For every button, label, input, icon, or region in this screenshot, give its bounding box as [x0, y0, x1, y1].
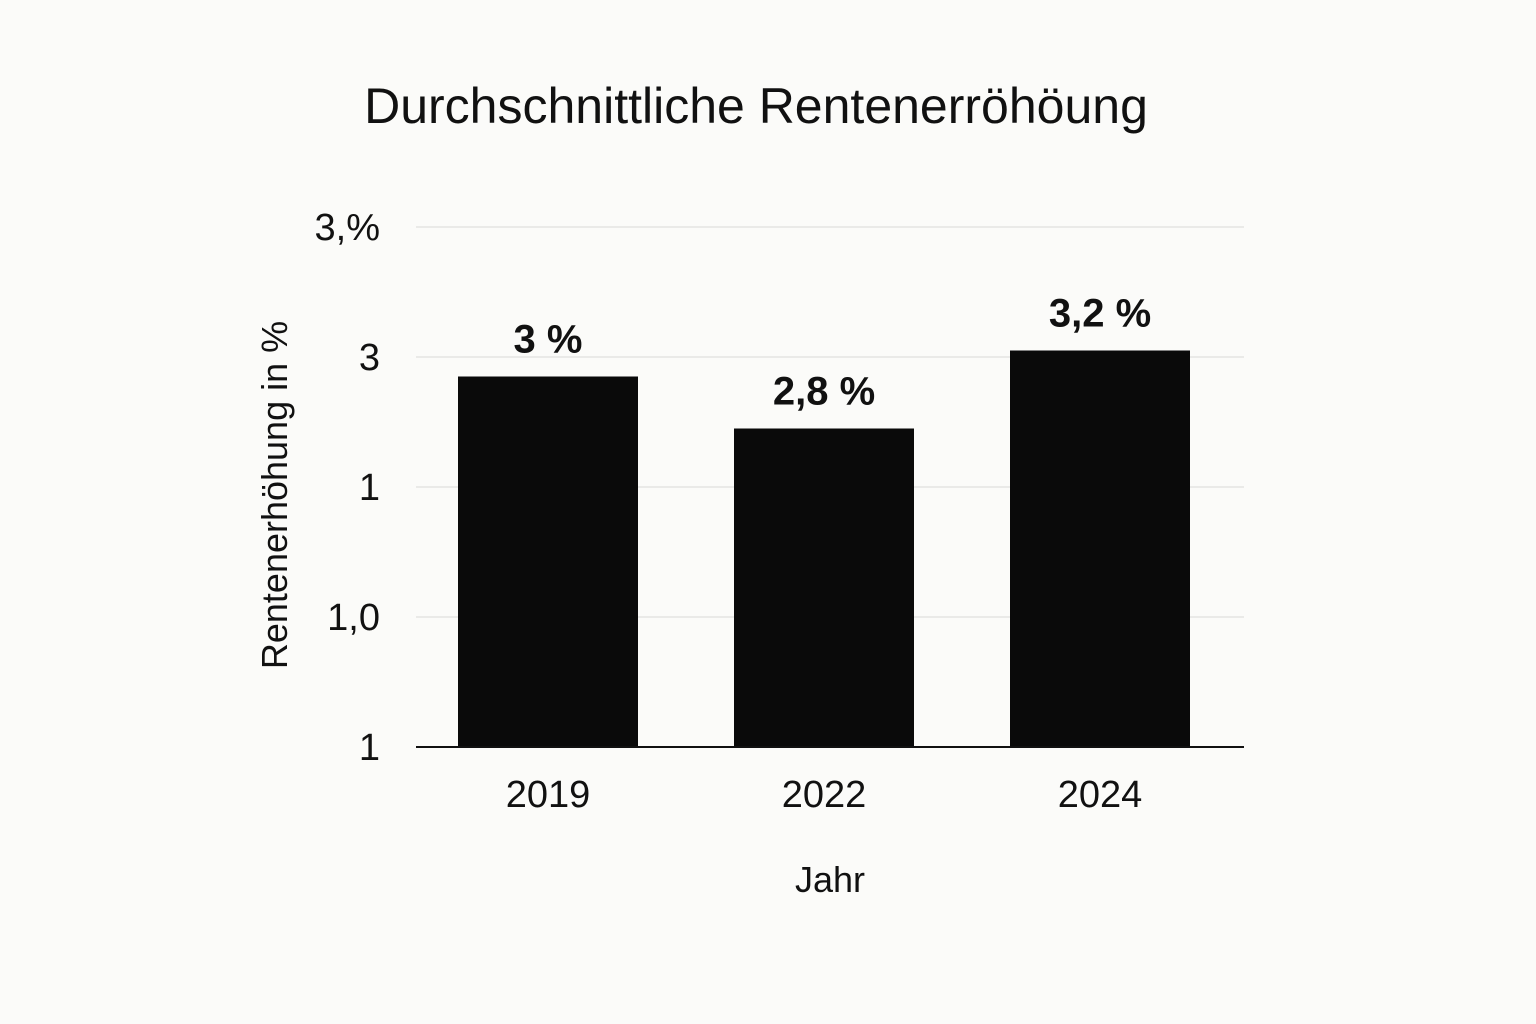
- y-tick-label: 1,0: [327, 597, 380, 639]
- x-tick-label-2022: 2022: [782, 774, 867, 816]
- x-tick-labels: 2019 2022 2024: [506, 774, 1143, 816]
- bar-2024: [1010, 350, 1190, 747]
- x-tick-label-2019: 2019: [506, 774, 591, 816]
- y-tick-label: 3: [359, 337, 380, 379]
- y-tick-label: 1: [359, 467, 380, 509]
- y-tick-labels: 1 1,0 1 3 3,%: [315, 207, 380, 769]
- data-label-2024: 3,2 %: [1049, 292, 1151, 336]
- y-tick-label: 1: [359, 727, 380, 769]
- y-axis-title: Rentenerhöhung in %: [254, 321, 295, 669]
- data-labels: 3 % 2,8 % 3,2 %: [514, 292, 1152, 414]
- chart-title: Durchschnittliche Rentenerröhöung: [364, 78, 1148, 134]
- data-label-2022: 2,8 %: [773, 370, 875, 414]
- bars: [458, 350, 1190, 747]
- x-axis-title: Jahr: [795, 859, 865, 900]
- bar-2019: [458, 376, 638, 747]
- x-tick-label-2024: 2024: [1058, 774, 1143, 816]
- y-tick-label: 3,%: [315, 207, 380, 249]
- bar-2022: [734, 428, 914, 747]
- data-label-2019: 3 %: [514, 318, 583, 362]
